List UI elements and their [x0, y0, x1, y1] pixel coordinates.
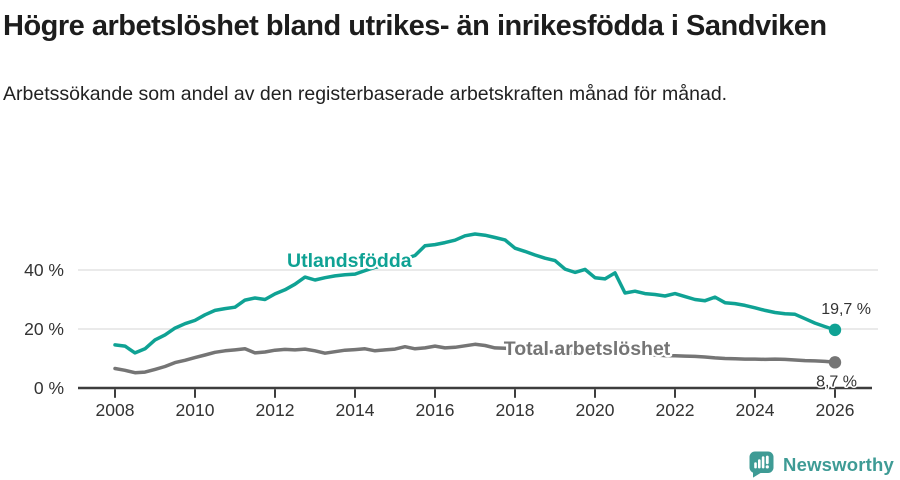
x-tick-label: 2014 [336, 400, 375, 420]
x-tick-label: 2008 [96, 400, 135, 420]
x-tick-label: 2024 [736, 400, 775, 420]
x-tick-label: 2020 [576, 400, 615, 420]
header: Högre arbetslöshet bland utrikes- än inr… [0, 6, 900, 109]
x-tick-label: 2022 [656, 400, 695, 420]
x-tick-label: 2018 [496, 400, 535, 420]
line-chart: 2008 2010 2012 2014 2016 2018 2020 2022 2024 2026… [24, 232, 878, 420]
y-tick-label: 20 % [24, 319, 64, 339]
series-end-value-label: 19,7 % [821, 301, 871, 318]
series-end-dot [828, 323, 842, 337]
x-tick-label: 2010 [176, 400, 215, 420]
footer: Newsworthy [749, 451, 894, 478]
series-label: Total arbetslöshet [504, 338, 671, 360]
series-label: Utlandsfödda [287, 250, 412, 272]
series-end-dot [828, 356, 842, 369]
x-tick-label: 2026 [816, 400, 855, 420]
newsworthy-logo-icon [749, 451, 774, 478]
x-tick-label: 2012 [256, 400, 295, 420]
page: { "chart_data": { "type": "line", "title… [0, 6, 900, 480]
chart-subtitle: Arbetssökande som andel av den registerb… [3, 83, 728, 105]
newsworthy-brand-text: Newsworthy [783, 453, 894, 475]
series-line-total [113, 342, 837, 375]
y-tick-label: 40 % [24, 260, 64, 280]
series-end-value-label: 8,7 % [816, 373, 857, 390]
x-tick-label: 2016 [416, 400, 455, 420]
series-line-utlandsfodda [113, 232, 837, 355]
chart-title: Högre arbetslöshet bland utrikes- än inr… [3, 10, 827, 42]
y-tick-label: 0 % [34, 378, 64, 398]
